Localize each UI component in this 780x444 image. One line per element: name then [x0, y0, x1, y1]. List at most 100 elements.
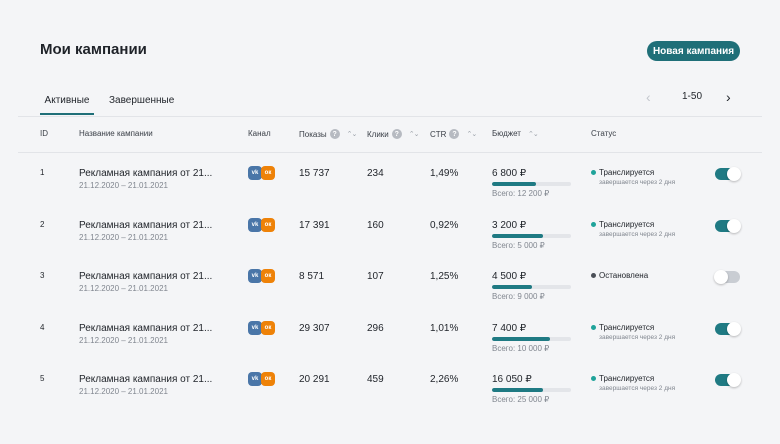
ok-icon: ок: [261, 372, 275, 386]
status-note: завершается через 2 дня: [599, 334, 676, 341]
campaign-id: 2: [40, 220, 45, 229]
budget-spent: 7 400 ₽: [492, 323, 527, 334]
channel-badges: vk ок: [248, 218, 275, 232]
campaign-name[interactable]: Рекламная кампания от 21...: [79, 220, 213, 231]
channel-badges: vk ок: [248, 166, 275, 180]
campaign-id: 4: [40, 323, 45, 332]
status-dot-icon: [591, 273, 596, 278]
ctr-value: 1,49%: [430, 168, 459, 179]
column-header-budget[interactable]: Бюджет ⌃⌄: [492, 129, 539, 138]
sort-icon[interactable]: ⌃⌄: [466, 131, 477, 138]
ok-icon: ок: [261, 166, 275, 180]
budget-progress-bar: [492, 182, 571, 186]
ctr-value: 1,01%: [430, 323, 459, 334]
column-header-ctr[interactable]: CTR ? ⌃⌄: [430, 129, 477, 139]
budget-spent: 3 200 ₽: [492, 220, 527, 231]
campaign-id: 5: [40, 374, 45, 383]
campaign-dates: 21.12.2020 – 21.01.2021: [79, 387, 168, 396]
status-note: завершается через 2 дня: [599, 231, 676, 238]
column-header-status: Статус: [591, 129, 617, 138]
tab-finished[interactable]: Завершенные: [109, 95, 175, 106]
status-dot-icon: [591, 325, 596, 330]
budget-progress-bar: [492, 337, 571, 341]
budget-total: Всего: 25 000 ₽: [492, 395, 550, 404]
budget-progress-fill: [492, 234, 543, 238]
budget-total: Всего: 9 000 ₽: [492, 292, 545, 301]
clicks-value: 459: [367, 374, 384, 385]
campaign-toggle[interactable]: [714, 270, 740, 284]
toggle-knob: [714, 270, 728, 284]
page-range: 1-50: [682, 91, 703, 102]
divider: [18, 116, 762, 117]
help-icon[interactable]: ?: [449, 129, 460, 139]
chevron-left-icon[interactable]: ‹: [646, 89, 651, 105]
ctr-value: 1,25%: [430, 271, 459, 282]
campaign-name[interactable]: Рекламная кампания от 21...: [79, 323, 213, 334]
toggle-knob: [727, 322, 741, 336]
pagination: ‹ 1-50 ›: [644, 88, 744, 106]
help-icon[interactable]: ?: [391, 129, 402, 139]
status-label: Транслируется: [599, 323, 655, 332]
column-header-channel: Канал: [248, 129, 271, 138]
status-note: завершается через 2 дня: [599, 385, 676, 392]
column-header-clicks[interactable]: Клики ? ⌃⌄: [367, 129, 419, 139]
campaign-toggle[interactable]: [715, 373, 741, 387]
campaign-toggle[interactable]: [715, 219, 741, 233]
status-dot-icon: [591, 170, 596, 175]
impressions-value: 20 291: [299, 374, 330, 385]
chevron-right-icon[interactable]: ›: [726, 89, 731, 105]
column-header-id: ID: [40, 129, 48, 138]
campaign-name[interactable]: Рекламная кампания от 21...: [79, 168, 213, 179]
vk-icon: vk: [248, 166, 262, 180]
impressions-value: 17 391: [299, 220, 330, 231]
column-header-impressions[interactable]: Показы ? ⌃⌄: [299, 129, 358, 139]
status-label: Транслируется: [599, 168, 655, 177]
budget-spent: 4 500 ₽: [492, 271, 527, 282]
vk-icon: vk: [248, 269, 262, 283]
sort-icon[interactable]: ⌃⌄: [527, 130, 539, 138]
vk-icon: vk: [248, 372, 262, 386]
campaign-id: 3: [40, 271, 45, 280]
help-icon[interactable]: ?: [329, 129, 340, 139]
vk-icon: vk: [248, 321, 262, 335]
campaign-name[interactable]: Рекламная кампания от 21...: [79, 271, 213, 282]
clicks-value: 107: [367, 271, 384, 282]
status-badge: Транслируется: [591, 168, 654, 177]
budget-total: Всего: 10 000 ₽: [492, 344, 550, 353]
new-campaign-button[interactable]: Новая кампания: [647, 41, 740, 61]
budget-spent: 6 800 ₽: [492, 168, 527, 179]
toggle-knob: [727, 219, 741, 233]
status-dot-icon: [591, 376, 596, 381]
campaign-toggle[interactable]: [715, 167, 741, 181]
status-badge: Транслируется: [591, 374, 654, 383]
impressions-value: 29 307: [299, 323, 330, 334]
campaigns-card: [18, 18, 762, 428]
impressions-value: 8 571: [299, 271, 325, 282]
tab-active[interactable]: Активные: [44, 95, 90, 106]
budget-progress-bar: [492, 285, 571, 289]
ctr-value: 0,92%: [430, 220, 459, 231]
status-badge: Транслируется: [591, 220, 654, 229]
sort-icon[interactable]: ⌃⌄: [346, 131, 358, 138]
campaign-id: 1: [40, 168, 45, 177]
ok-icon: ок: [261, 218, 275, 232]
ok-icon: ок: [261, 269, 275, 283]
campaign-dates: 21.12.2020 – 21.01.2021: [79, 233, 168, 242]
channel-badges: vk ок: [248, 372, 275, 386]
status-label: Остановлена: [599, 271, 649, 280]
impressions-value: 15 737: [299, 168, 330, 179]
clicks-value: 160: [367, 220, 384, 231]
ok-icon: ок: [261, 321, 275, 335]
sort-icon[interactable]: ⌃⌄: [408, 131, 420, 138]
campaign-name[interactable]: Рекламная кампания от 21...: [79, 374, 213, 385]
channel-badges: vk ок: [248, 321, 275, 335]
ctr-value: 2,26%: [430, 374, 459, 385]
status-label: Транслируется: [599, 374, 655, 383]
budget-progress-fill: [492, 182, 537, 186]
vk-icon: vk: [248, 218, 262, 232]
status-dot-icon: [591, 222, 596, 227]
campaign-dates: 21.12.2020 – 21.01.2021: [79, 284, 168, 293]
page-title: Мои кампании: [40, 41, 147, 58]
channel-badges: vk ок: [248, 269, 275, 283]
campaign-toggle[interactable]: [715, 322, 741, 336]
